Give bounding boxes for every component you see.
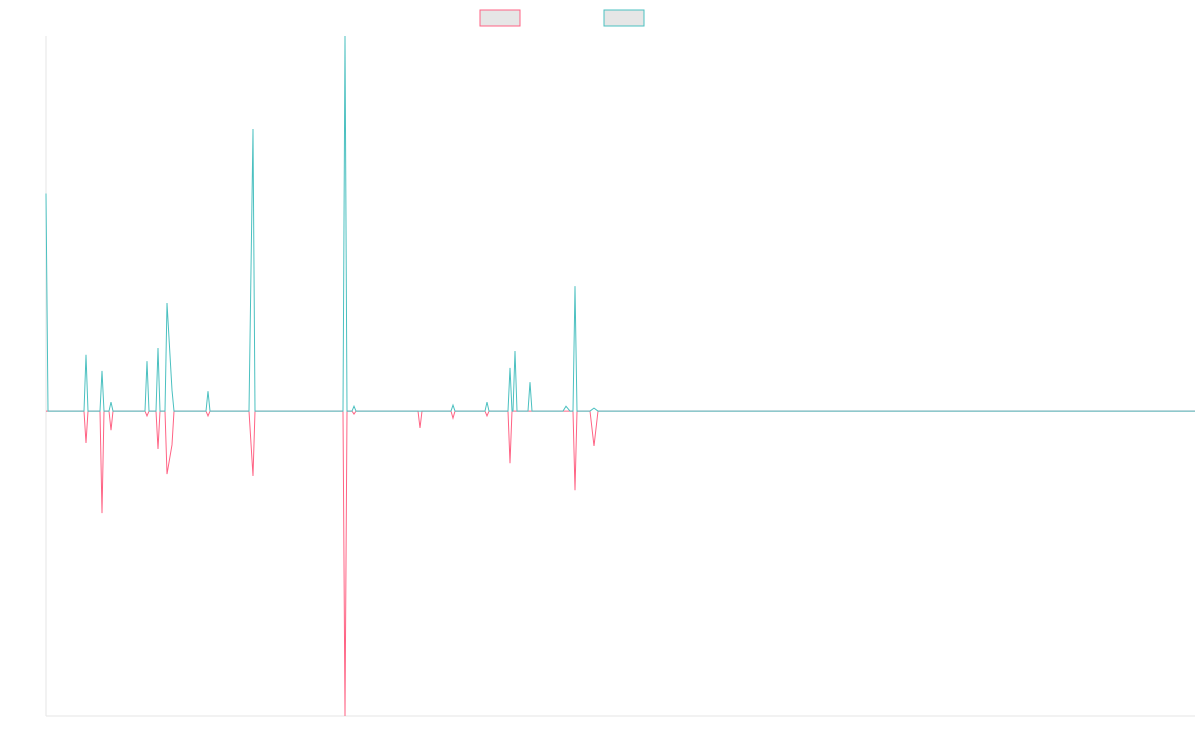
series-line bbox=[46, 410, 1195, 717]
legend-swatch bbox=[603, 9, 645, 27]
legend-swatch bbox=[479, 9, 521, 27]
series-line bbox=[45, 35, 1195, 412]
